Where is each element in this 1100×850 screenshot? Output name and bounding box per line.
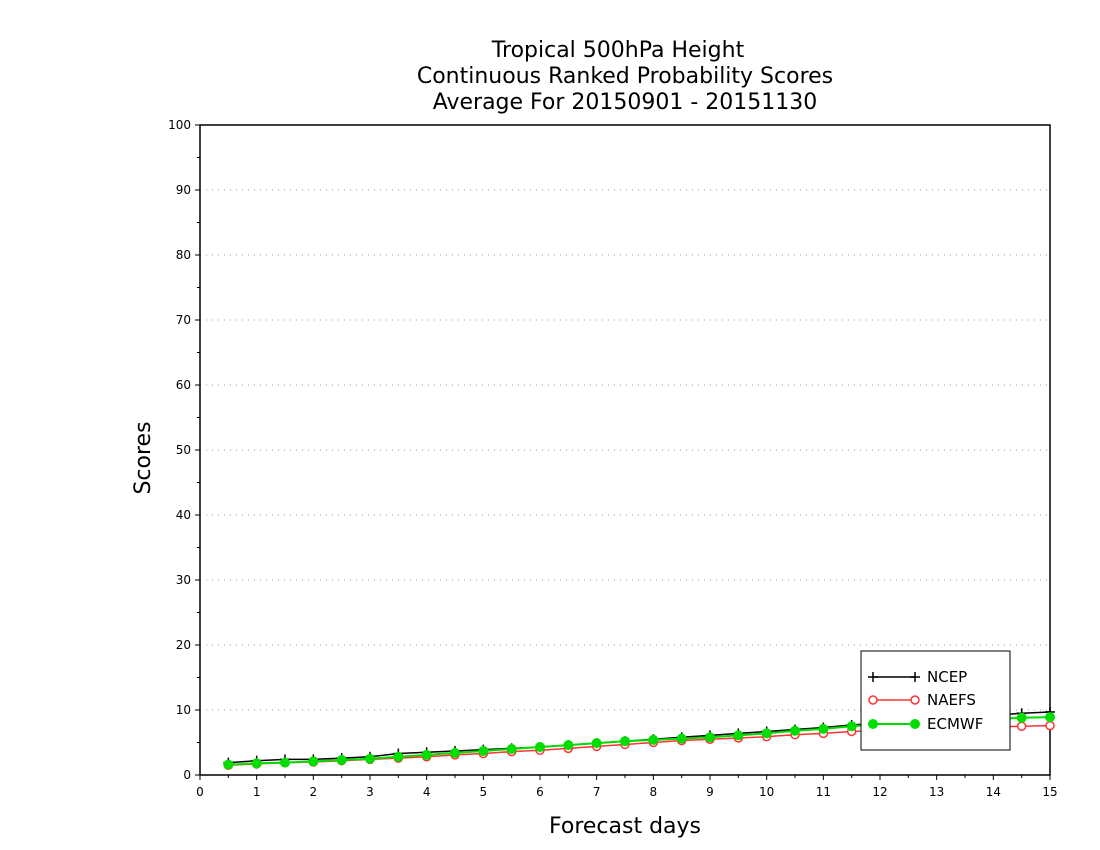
y-tick-label: 80 — [176, 248, 191, 262]
data-point-ecmwf — [251, 758, 262, 769]
data-point-ecmwf — [1016, 712, 1027, 723]
x-tick-label: 13 — [929, 785, 944, 799]
data-point-ecmwf — [846, 721, 857, 732]
y-axis-ticks: 0 10 20 30 40 50 60 70 80 90 100 — [168, 118, 200, 782]
x-tick-label: 8 — [650, 785, 658, 799]
x-tick-label: 2 — [310, 785, 318, 799]
y-tick-label: 100 — [168, 118, 191, 132]
data-point-ecmwf — [563, 740, 574, 751]
y-tick-label: 50 — [176, 443, 191, 457]
data-point-ecmwf — [336, 755, 347, 766]
y-tick-label: 40 — [176, 508, 191, 522]
data-point-ecmwf — [393, 751, 404, 762]
legend-item-ecmwf: ECMWF — [868, 715, 983, 733]
legend-label: NAEFS — [927, 691, 976, 709]
legend-label: NCEP — [927, 668, 967, 686]
x-tick-label: 3 — [366, 785, 374, 799]
data-point-ecmwf — [280, 757, 290, 768]
legend-item-ncep: NCEP — [868, 668, 967, 686]
x-tick-label: 11 — [816, 785, 831, 799]
legend-label: ECMWF — [927, 715, 983, 733]
y-tick-label: 20 — [176, 638, 191, 652]
data-point-ecmwf — [365, 753, 375, 764]
data-point-ecmwf — [648, 734, 659, 745]
legend-marker — [868, 672, 878, 682]
data-point-ecmwf — [535, 742, 545, 753]
data-point-ecmwf — [1045, 712, 1055, 723]
x-axis-label: Forecast days — [549, 814, 701, 839]
data-point-ecmwf — [790, 725, 800, 736]
data-point-ecmwf — [818, 723, 829, 734]
data-point-ecmwf — [733, 730, 744, 741]
y-tick-label: 60 — [176, 378, 191, 392]
y-tick-label: 30 — [176, 573, 191, 587]
y-tick-label: 90 — [176, 183, 191, 197]
chart-title-line-1: Tropical 500hPa Height — [491, 38, 745, 63]
x-tick-label: 5 — [480, 785, 488, 799]
legend-marker — [910, 719, 920, 729]
x-tick-label: 4 — [423, 785, 431, 799]
data-point-naefs — [1016, 721, 1027, 731]
data-point-ecmwf — [421, 749, 432, 760]
x-tick-label: 1 — [253, 785, 261, 799]
x-tick-label: 12 — [872, 785, 887, 799]
x-tick-label: 15 — [1042, 785, 1057, 799]
x-axis-ticks: 0 1 2 3 4 5 6 7 8 9 10 11 12 13 14 15 — [196, 775, 1058, 799]
x-tick-label: 0 — [196, 785, 204, 799]
data-point-ecmwf — [705, 732, 715, 743]
legend-marker — [868, 719, 878, 729]
x-tick-label: 10 — [759, 785, 774, 799]
data-point-ecmwf — [676, 733, 687, 744]
chart-title-line-3: Average For 20150901 - 20151130 — [433, 90, 818, 115]
legend-marker — [868, 695, 878, 705]
data-point-ecmwf — [761, 728, 772, 739]
x-tick-label: 14 — [986, 785, 1001, 799]
data-point-ecmwf — [223, 759, 234, 770]
legend-marker — [910, 672, 920, 682]
y-tick-label: 70 — [176, 313, 191, 327]
y-axis-label: Scores — [131, 421, 156, 494]
data-point-naefs — [1045, 720, 1055, 731]
y-tick-label: 0 — [183, 768, 191, 782]
data-point-ecmwf — [478, 745, 489, 756]
horizontal-gridlines — [200, 189, 1050, 711]
x-tick-label: 9 — [706, 785, 714, 799]
data-point-ecmwf — [591, 738, 602, 749]
legend: NCEP NAEFS ECMWF — [860, 650, 1011, 751]
data-point-ecmwf — [450, 747, 460, 758]
data-point-ecmwf — [308, 756, 319, 767]
chart-title-line-2: Continuous Ranked Probability Scores — [417, 64, 833, 89]
legend-marker — [910, 695, 920, 705]
chart-title: Tropical 500hPa Height Continuous Ranked… — [417, 38, 833, 115]
y-tick-label: 10 — [176, 703, 191, 717]
x-tick-label: 6 — [536, 785, 544, 799]
x-tick-label: 7 — [593, 785, 601, 799]
data-point-ecmwf — [620, 736, 630, 747]
data-point-ecmwf — [506, 744, 517, 754]
legend-item-naefs: NAEFS — [868, 691, 976, 709]
